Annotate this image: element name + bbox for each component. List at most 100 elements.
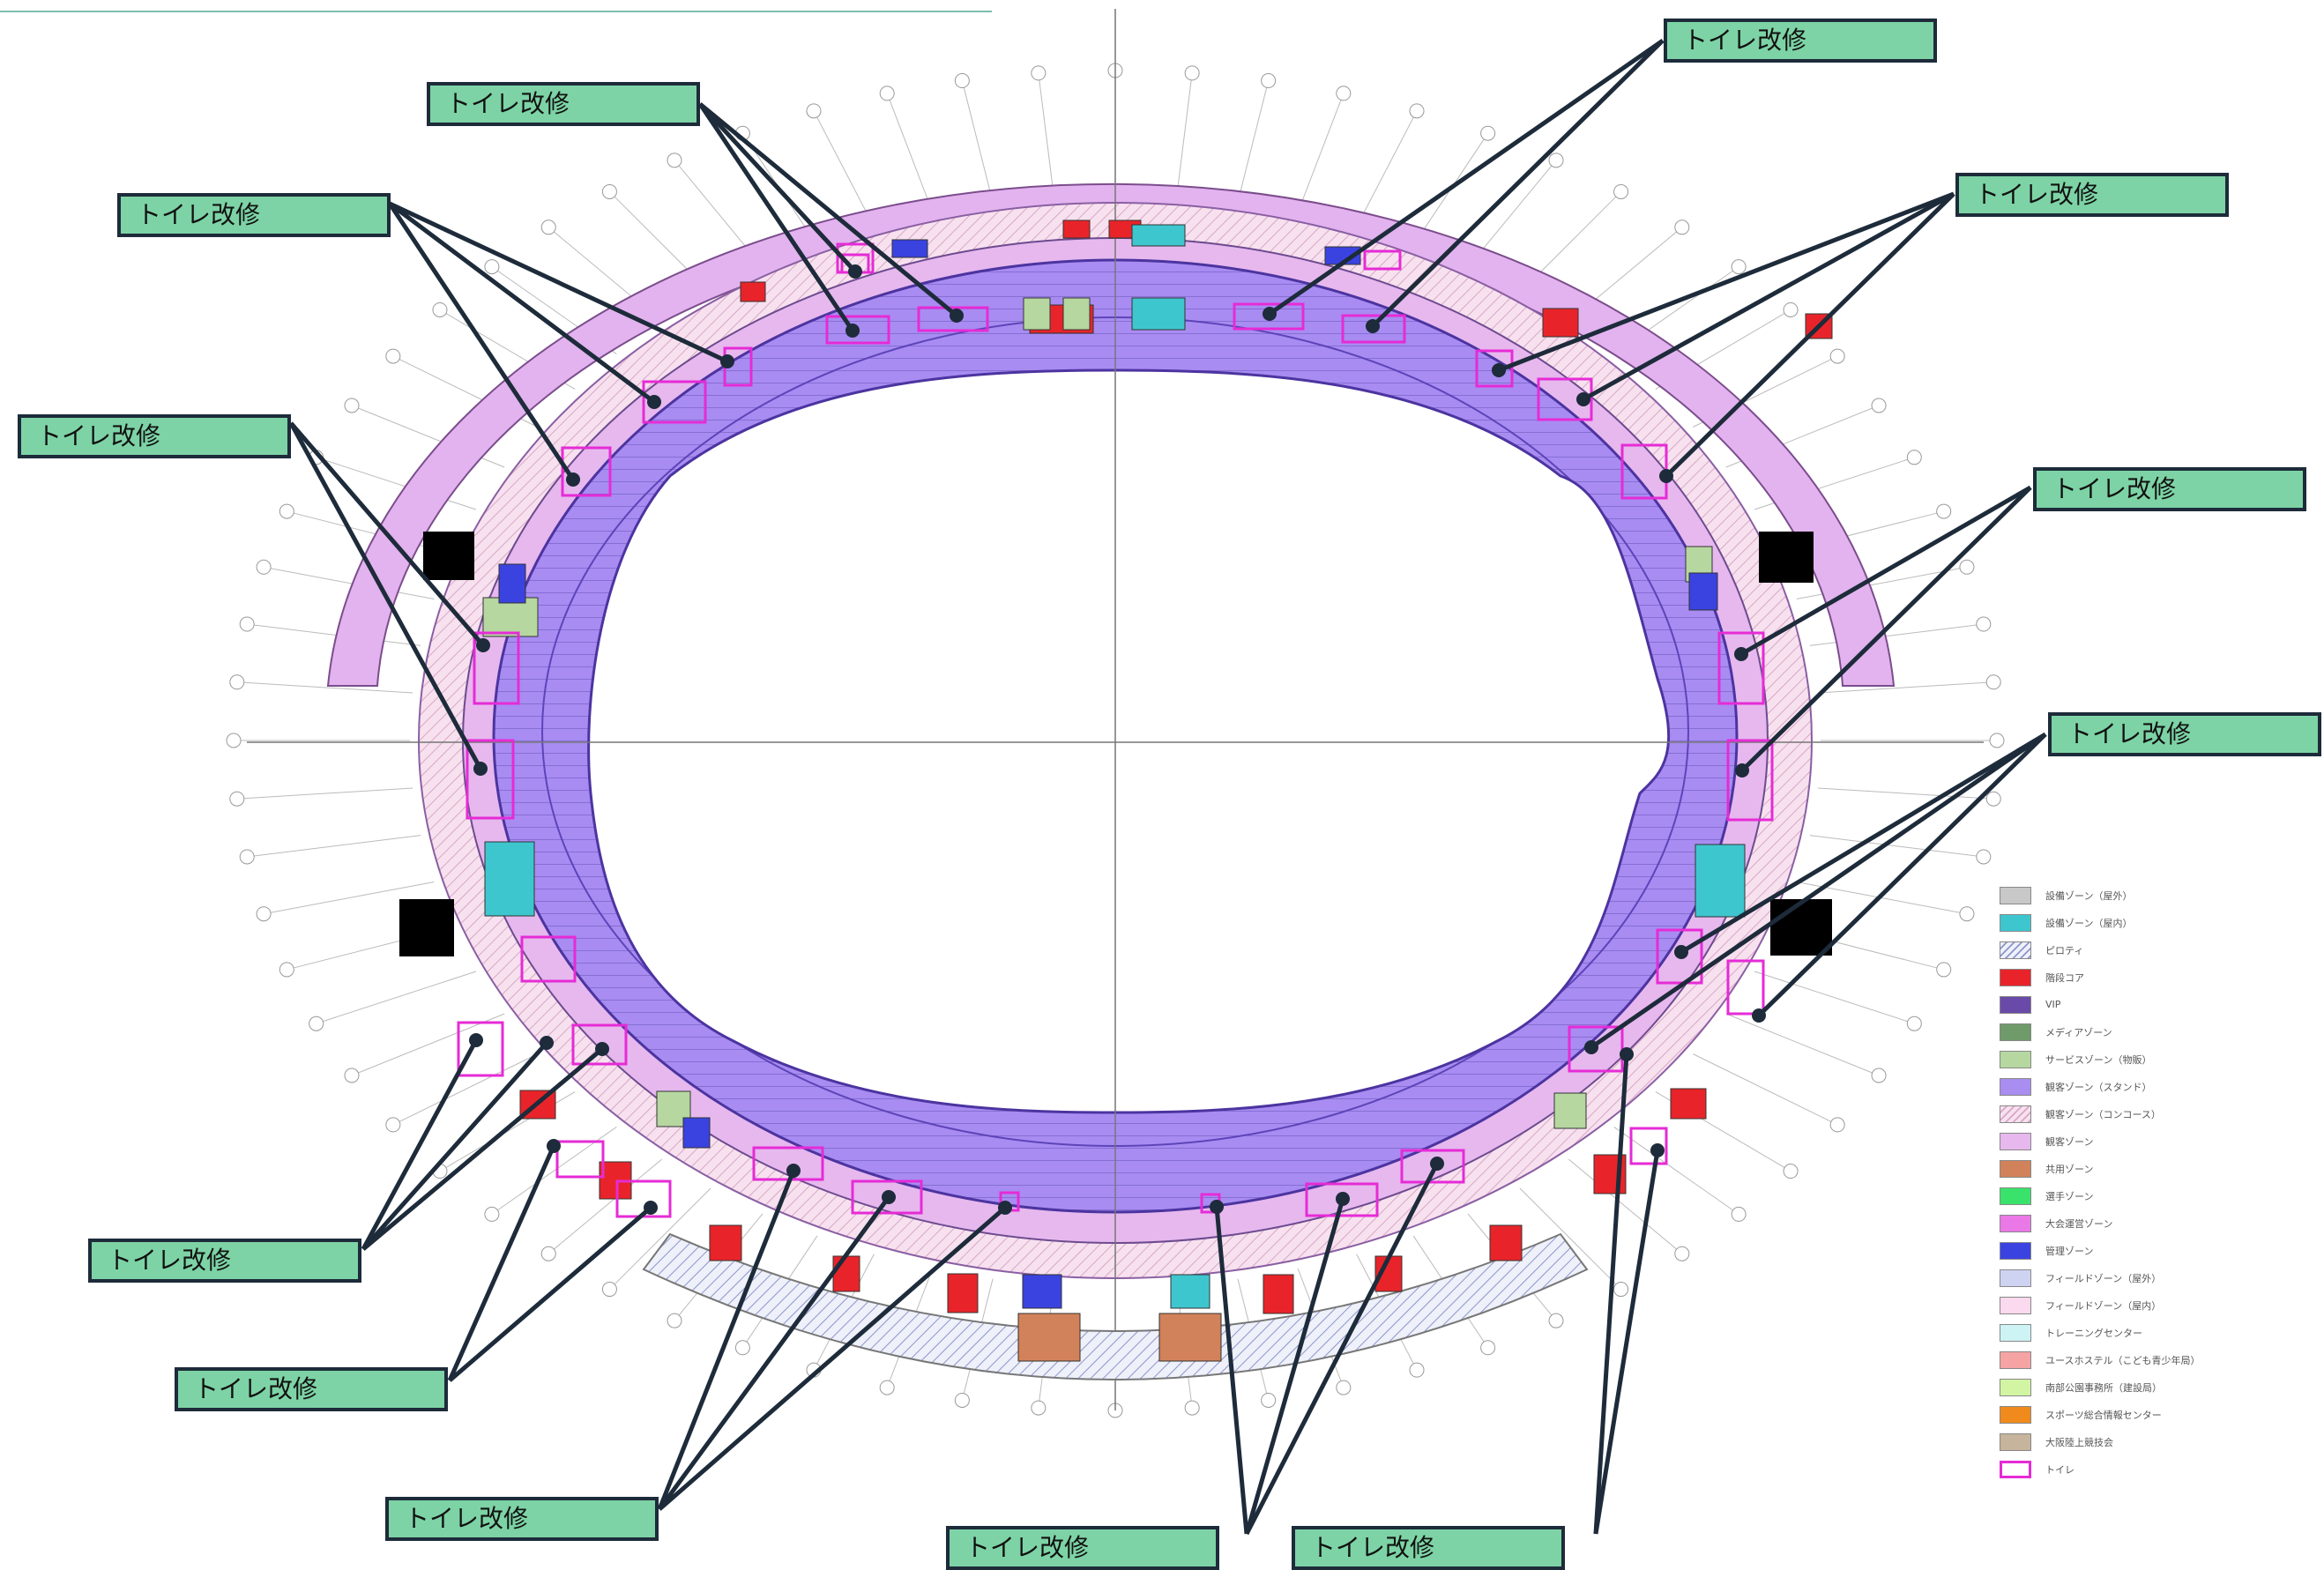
grid-bubble [806, 103, 822, 119]
grid-bubble [879, 1380, 895, 1395]
room-block [1017, 1313, 1081, 1362]
grid-bubble [1548, 1313, 1564, 1328]
room-block [1062, 297, 1091, 331]
leader-line [361, 1038, 479, 1251]
callout-toilet-11: トイレ改修 [946, 1526, 1219, 1570]
legend-swatch [2000, 1050, 2031, 1068]
grid-bubble [1936, 962, 1952, 978]
grid-line [1613, 1126, 1739, 1215]
grid-line [236, 787, 413, 800]
leader-dot [1620, 1047, 1634, 1061]
leader-dot [540, 1036, 554, 1050]
grid-bubble [1674, 220, 1690, 235]
leader-line [388, 202, 656, 404]
room-block [832, 1255, 860, 1292]
toilet-outline [1726, 959, 1765, 1016]
toilet-outline [1475, 349, 1514, 388]
grid-line [247, 623, 421, 646]
toilet-outline [466, 739, 515, 820]
callout-leaders [288, 38, 2047, 1536]
grid-bubble [1936, 503, 1952, 519]
leader-line [1244, 1198, 1345, 1535]
grid-line [1809, 835, 1984, 858]
leader-line [1582, 191, 1955, 402]
grid-bubble [432, 301, 448, 317]
grid-bubble [1613, 1282, 1629, 1298]
grid-bubble [1906, 1016, 1922, 1031]
grid-bubble [1336, 1380, 1352, 1395]
grid-bubble [1985, 791, 2001, 807]
legend-label: トイレ [2045, 1463, 2074, 1476]
legend-swatch [2000, 1023, 2031, 1041]
leader-line [1371, 39, 1665, 328]
grid-line [886, 93, 934, 213]
leader-dot [848, 264, 862, 279]
legend-swatch [2000, 1105, 2031, 1123]
grid-bubble [1871, 398, 1887, 413]
grid-line [961, 80, 994, 203]
legend-item: 大阪陸上競技会 [2000, 1428, 2264, 1455]
grid-line [547, 1158, 663, 1254]
legend-item: サービスゾーン（物販） [2000, 1045, 2264, 1073]
room-block [1022, 1274, 1062, 1309]
grid-bubble [1989, 733, 2005, 748]
legend-item: メディアゾーン [2000, 1018, 2264, 1045]
leader-line [1498, 191, 1955, 373]
grid-line [1519, 1187, 1621, 1290]
leader-dot [1584, 1040, 1598, 1054]
legend-item: ユースホステル（こども青少年局） [2000, 1346, 2264, 1373]
leader-line [1214, 1206, 1249, 1535]
legend-label: スポーツ総合情報センター [2045, 1409, 2162, 1421]
toilet-outline [561, 446, 612, 497]
grid-line [1754, 971, 1915, 1024]
toilet-outline [457, 1021, 504, 1077]
header-rule [0, 11, 992, 12]
legend-item: 観客ゾーン（コンコース） [2000, 1100, 2264, 1127]
leader-dot [1734, 647, 1748, 661]
room-block [1670, 1088, 1707, 1120]
toilet-outline [642, 380, 707, 424]
legend-swatch [2000, 1405, 2031, 1424]
room-block [1131, 224, 1186, 247]
legend-label: 観客ゾーン（スタンド） [2045, 1081, 2152, 1093]
leader-line [1593, 1150, 1660, 1535]
grid-bubble [484, 1206, 500, 1222]
grid-bubble [1480, 1340, 1496, 1356]
grid-bubble [229, 791, 245, 807]
toilet-outline [1363, 249, 1402, 271]
callout-toilet-2: トイレ改修 [117, 193, 391, 237]
grid-bubble [1184, 1400, 1200, 1416]
legend-swatch [2000, 1077, 2031, 1096]
legend-label: 設備ゾーン（屋内） [2045, 917, 2133, 929]
legend-item: トレーニングセンター [2000, 1319, 2264, 1346]
toilet-outline [1537, 377, 1593, 421]
grid-bubble [1976, 616, 1992, 632]
grid-line [609, 1187, 711, 1290]
grid-bubble [229, 674, 245, 690]
callout-toilet-7: トイレ改修 [2048, 712, 2321, 756]
room-block [1489, 1224, 1523, 1261]
room-block [482, 597, 539, 637]
toilet-outline [1341, 314, 1406, 344]
grid-bubble [1985, 674, 2001, 690]
grid-bubble [601, 183, 617, 199]
grid-line [263, 881, 435, 915]
grid-bubble [954, 1392, 970, 1408]
grid-bubble [239, 616, 255, 632]
grid-bubble [1674, 1246, 1690, 1261]
grid-bubble [1184, 65, 1200, 81]
room-block [1158, 1313, 1222, 1362]
leader-dot [644, 1201, 658, 1215]
legend-label: メディアゾーン [2045, 1026, 2112, 1038]
grid-line [316, 971, 477, 1024]
grid-line [247, 835, 421, 858]
toilet-outline [917, 306, 989, 332]
leader-dot [469, 1033, 483, 1047]
leader-line [361, 1041, 548, 1251]
leader-dot [1430, 1157, 1444, 1171]
grid-bubble [1409, 103, 1425, 119]
grid-bubble [1959, 906, 1975, 922]
grid-line [1237, 80, 1270, 203]
room-block [891, 239, 928, 258]
